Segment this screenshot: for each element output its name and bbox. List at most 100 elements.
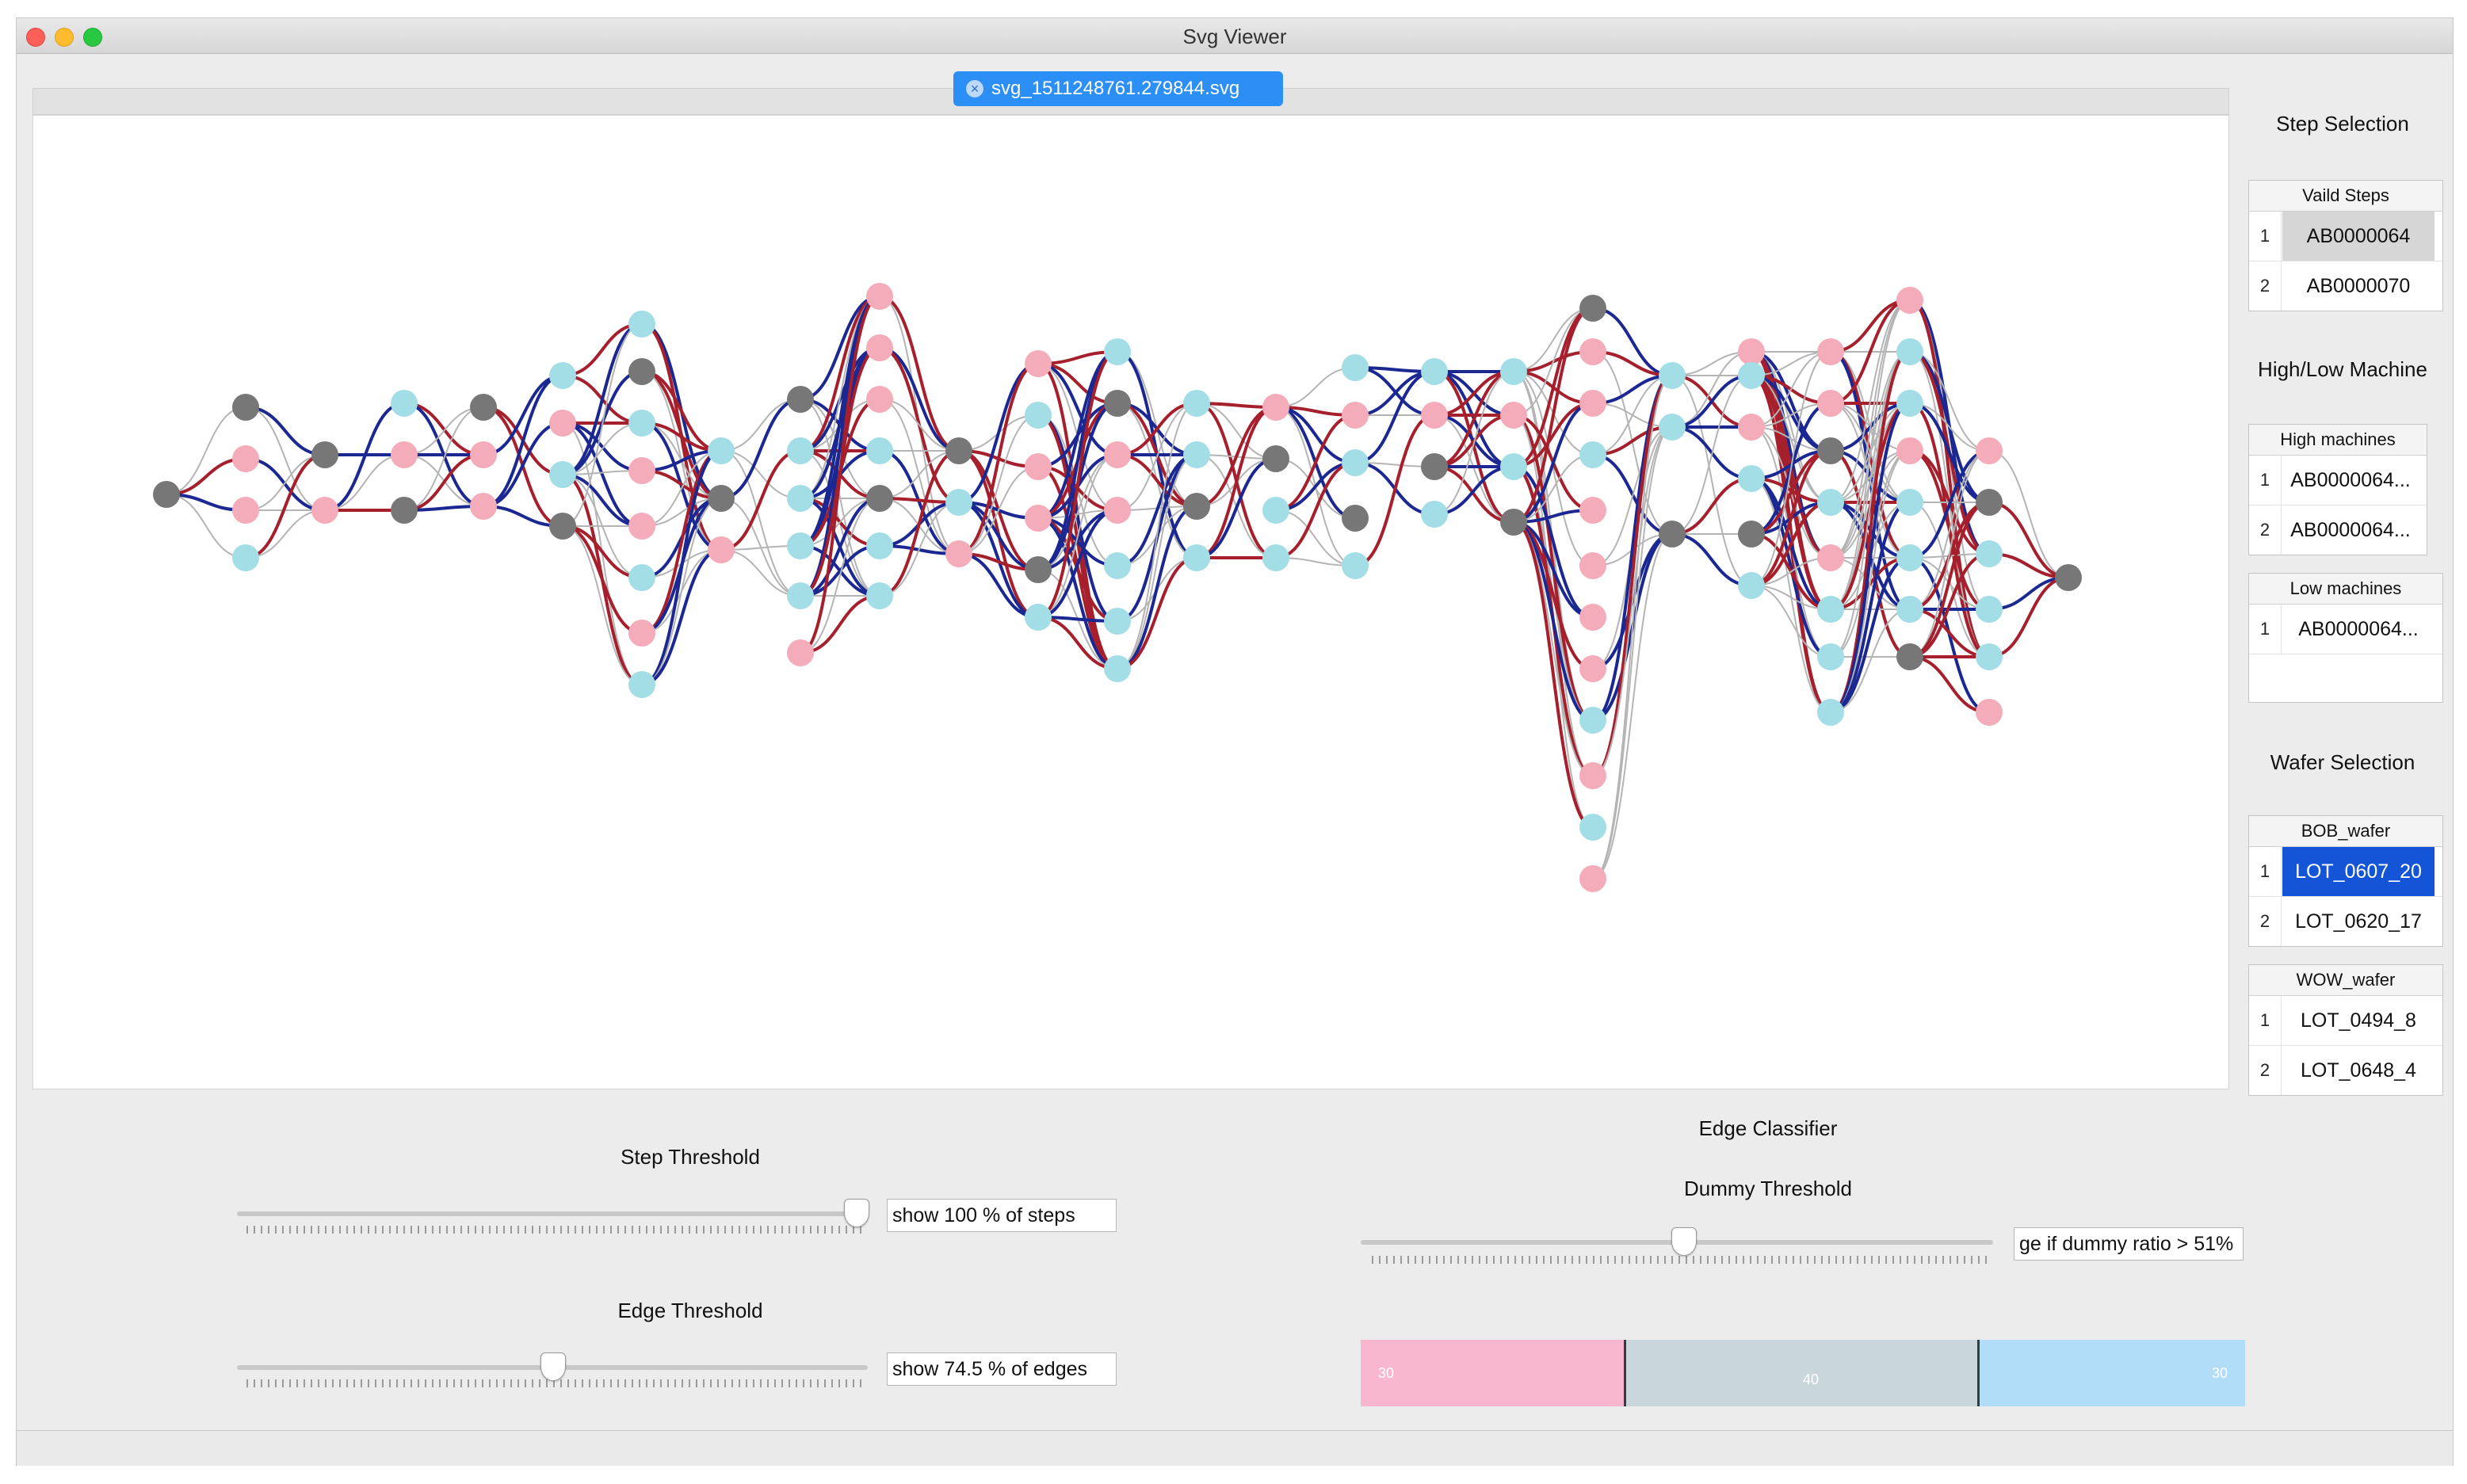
graph-node[interactable]: [1342, 402, 1369, 429]
graph-node[interactable]: [708, 437, 735, 464]
graph-node[interactable]: [1500, 402, 1527, 429]
graph-node[interactable]: [1579, 552, 1606, 579]
graph-node[interactable]: [1896, 544, 1923, 571]
graph-node[interactable]: [1183, 544, 1210, 571]
graph-node[interactable]: [1025, 453, 1052, 480]
graph-node[interactable]: [1262, 497, 1289, 524]
graph-node[interactable]: [1817, 489, 1844, 516]
graph-node[interactable]: [1262, 544, 1289, 571]
graph-node[interactable]: [1025, 350, 1052, 377]
graph-node[interactable]: [1817, 596, 1844, 623]
graph-node[interactable]: [232, 497, 259, 524]
graph-node[interactable]: [1738, 465, 1765, 492]
step-threshold-slider[interactable]: [237, 1211, 868, 1216]
graph-node[interactable]: [1025, 556, 1052, 583]
graph-node[interactable]: [232, 544, 259, 571]
graph-node[interactable]: [1104, 338, 1131, 365]
graph-node[interactable]: [232, 445, 259, 472]
graph-node[interactable]: [1342, 505, 1369, 532]
graph-node[interactable]: [866, 386, 893, 413]
graph-node[interactable]: [391, 390, 418, 417]
wow-wafer-table[interactable]: WOW_wafer 1 LOT_0494_8 2 LOT_0648_4: [2248, 964, 2443, 1096]
close-tab-icon[interactable]: ×: [966, 80, 983, 97]
graph-node[interactable]: [1738, 521, 1765, 547]
graph-node[interactable]: [1976, 596, 2003, 623]
graph-node[interactable]: [1421, 358, 1448, 385]
bob-wafer-row[interactable]: 1 LOT_0607_20: [2249, 847, 2442, 897]
graph-node[interactable]: [628, 358, 655, 385]
graph-node[interactable]: [1896, 338, 1923, 365]
graph-node[interactable]: [1817, 437, 1844, 464]
minimize-window-button[interactable]: [55, 28, 74, 47]
graph-node[interactable]: [1025, 505, 1052, 532]
graph-node[interactable]: [2055, 564, 2082, 591]
graph-node[interactable]: [1896, 287, 1923, 314]
step-threshold-handle[interactable]: [844, 1199, 869, 1227]
graph-node[interactable]: [311, 497, 338, 524]
graph-node[interactable]: [470, 394, 497, 421]
graph-node[interactable]: [1421, 501, 1448, 528]
graph-node[interactable]: [628, 564, 655, 591]
high-machine-value[interactable]: AB0000064...: [2290, 469, 2411, 491]
graph-node[interactable]: [1579, 338, 1606, 365]
graph-node[interactable]: [1896, 489, 1923, 516]
graph-node[interactable]: [787, 386, 814, 413]
graph-node[interactable]: [628, 410, 655, 437]
bob-wafer-table[interactable]: BOB_wafer 1 LOT_0607_20 2 LOT_0620_17: [2248, 815, 2443, 947]
graph-node[interactable]: [866, 283, 893, 310]
high-machines-table[interactable]: High machines 1 AB0000064... 2 AB0000064…: [2248, 424, 2427, 555]
graph-node[interactable]: [470, 441, 497, 468]
graph-node[interactable]: [311, 441, 338, 468]
graph-node[interactable]: [1183, 441, 1210, 468]
graph-node[interactable]: [1579, 441, 1606, 468]
graph-node[interactable]: [1896, 643, 1923, 670]
graph-node[interactable]: [470, 493, 497, 520]
bob-wafer-row[interactable]: 2 LOT_0620_17: [2249, 897, 2442, 946]
graph-node[interactable]: [1659, 521, 1686, 547]
graph-node[interactable]: [1104, 552, 1131, 579]
graph-node[interactable]: [1342, 354, 1369, 381]
graph-node[interactable]: [945, 540, 972, 567]
valid-steps-table[interactable]: Vaild Steps 1 AB0000064 2 AB0000070: [2248, 180, 2443, 311]
dummy-threshold-handle[interactable]: [1671, 1227, 1697, 1256]
graph-node[interactable]: [945, 489, 972, 516]
graph-node[interactable]: [1976, 489, 2003, 516]
step-threshold-field[interactable]: show 100 % of steps: [887, 1199, 1117, 1232]
graph-node[interactable]: [1976, 699, 2003, 726]
graph-node[interactable]: [1500, 453, 1527, 480]
tab-svg-file[interactable]: × svg_1511248761.279844.svg: [953, 71, 1283, 106]
graph-node[interactable]: [1738, 572, 1765, 599]
valid-step-row[interactable]: 1 AB0000064: [2249, 212, 2442, 261]
graph-node[interactable]: [628, 457, 655, 484]
graph-node[interactable]: [866, 582, 893, 609]
high-machine-row[interactable]: 1 AB0000064...: [2249, 456, 2427, 505]
graph-node[interactable]: [1817, 699, 1844, 726]
bob-wafer-value[interactable]: LOT_0607_20: [2282, 847, 2435, 896]
graph-node[interactable]: [1817, 390, 1844, 417]
graph-node[interactable]: [1579, 707, 1606, 734]
graph-node[interactable]: [1738, 362, 1765, 389]
process-graph[interactable]: [33, 116, 2228, 1089]
graph-node[interactable]: [1738, 338, 1765, 365]
graph-node[interactable]: [1104, 390, 1131, 417]
graph-node[interactable]: [1976, 643, 2003, 670]
graph-node[interactable]: [1976, 540, 2003, 567]
graph-node[interactable]: [1579, 865, 1606, 892]
graph-node[interactable]: [1579, 762, 1606, 789]
graph-node[interactable]: [1104, 497, 1131, 524]
close-window-button[interactable]: [26, 28, 45, 47]
graph-node[interactable]: [1817, 544, 1844, 571]
graph-node[interactable]: [1817, 338, 1844, 365]
graph-node[interactable]: [549, 461, 576, 488]
high-machine-row[interactable]: 2 AB0000064...: [2249, 505, 2427, 555]
wow-wafer-row[interactable]: 2 LOT_0648_4: [2249, 1046, 2442, 1095]
graph-node[interactable]: [1025, 604, 1052, 631]
graph-node[interactable]: [1738, 414, 1765, 441]
graph-node[interactable]: [1579, 390, 1606, 417]
graph-node[interactable]: [1896, 596, 1923, 623]
graph-node[interactable]: [1659, 414, 1686, 441]
graph-node[interactable]: [391, 497, 418, 524]
low-machines-table[interactable]: Low machines 1 AB0000064...: [2248, 573, 2443, 703]
graph-node[interactable]: [1262, 445, 1289, 472]
graph-node[interactable]: [866, 334, 893, 361]
